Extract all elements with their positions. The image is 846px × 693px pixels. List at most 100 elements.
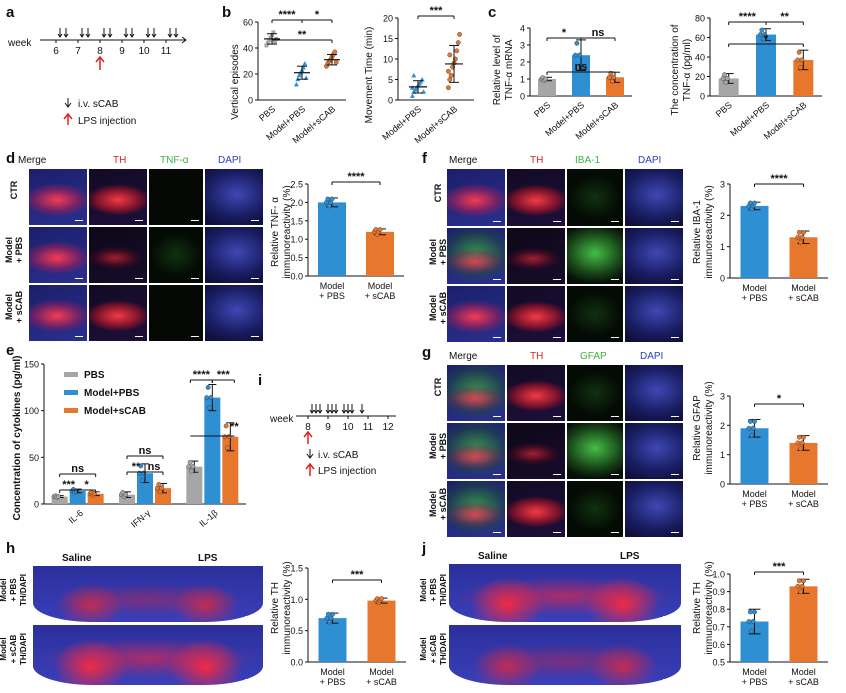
timeline-i-week: 10 — [342, 422, 354, 433]
c-right-ytick-label: 0 — [700, 92, 705, 102]
c-left-ylabel-line1: Relative level of — [492, 34, 503, 105]
g-1-point — [796, 434, 802, 440]
c-right-3-sig-label: * — [764, 33, 769, 45]
b-right-1-point — [455, 40, 461, 45]
g-ytick-label: 1 — [720, 450, 725, 460]
g-xlabel-1: + PBS — [742, 499, 768, 509]
c-right-2-sig-label: ** — [780, 11, 789, 23]
j-xlabel-0: Model — [742, 667, 767, 677]
e-ytick-label: 0 — [34, 500, 39, 510]
f-ytick-label: 0 — [720, 274, 725, 284]
b-left-ytick-label: 0 — [248, 96, 253, 106]
f-img-pbs-th — [506, 227, 566, 285]
f-0-point — [752, 200, 757, 206]
g-ylabel-line1: Relative GFAP — [692, 395, 703, 461]
d-row-model-scab: Model + sCAB — [4, 290, 24, 324]
f-img-scab-iba — [566, 285, 624, 343]
d-sig-label: **** — [347, 171, 365, 183]
d-ylabel-line1: Relative TNF- α — [270, 197, 281, 267]
h-0-point — [330, 611, 335, 617]
g-img-ctr-merge — [446, 364, 506, 422]
b-right-1-point — [448, 73, 454, 78]
e-ifn-c-sig-label: ns — [139, 445, 152, 457]
j-ytick-label: 0.7 — [712, 622, 725, 632]
d-img-pbs-th — [88, 226, 148, 284]
h-ylabel-line1: Relative TH — [270, 582, 281, 634]
e-ytick-label: 100 — [24, 406, 39, 416]
j-0-point — [749, 628, 755, 634]
j-row-model-scab: Model + sCAB TH/DAPI — [419, 633, 448, 665]
g-img-scab-dapi — [624, 480, 684, 538]
timeline-a-legend-lps: LPS injection — [78, 116, 136, 127]
j-ytick-label: 0.6 — [712, 640, 725, 650]
b-left-2-sig-label: ** — [298, 29, 307, 41]
d-img-scab-th — [88, 284, 148, 342]
e-1-2-point — [156, 482, 162, 487]
b-left-1-point — [302, 61, 308, 66]
b-left-0-point — [271, 30, 276, 35]
g-head-gfap: GFAP — [580, 351, 607, 362]
f-head-iba: IBA-1 — [575, 155, 601, 166]
j-col-lps: LPS — [620, 551, 640, 562]
g-1-point — [799, 440, 805, 446]
panel-letter-i: i — [258, 372, 263, 389]
c-left-bar — [572, 55, 590, 96]
b-left-1-point — [293, 81, 299, 87]
f-1-point — [796, 229, 802, 235]
f-bar — [740, 205, 769, 278]
c-right-ytick-label: 40 — [695, 53, 705, 63]
f-row-ctr: CTR — [433, 183, 443, 203]
d-img-ctr-dapi — [204, 168, 264, 226]
timeline-a-week: 10 — [138, 46, 150, 57]
f-ytick-label: 2 — [720, 211, 725, 221]
d-img-ctr-tnf — [148, 168, 204, 226]
g-row-model-scab: Model + sCAB — [428, 487, 448, 521]
timeline-i-dose-arrowhead — [359, 409, 365, 414]
c-left-1-point — [573, 52, 578, 58]
b-right-ytick-label: 20 — [383, 14, 393, 24]
h-xlabel-1: + PBS — [320, 677, 346, 687]
timeline-a-week: 7 — [75, 46, 81, 57]
d-xlabel-1: + sCAB — [365, 291, 396, 301]
h-row-model-pbs: Model + PBS TH/DAPI — [0, 574, 28, 606]
f-img-ctr-merge — [446, 168, 506, 227]
timeline-a-dose-arrowhead — [57, 33, 63, 38]
h-ytick-label: 1.5 — [290, 564, 303, 574]
g-0-point — [752, 419, 757, 424]
g-img-scab-th — [506, 480, 566, 538]
timeline-i-legend-scab-icon — [306, 449, 314, 459]
j-0-point — [752, 609, 757, 615]
f-img-pbs-dapi — [624, 227, 684, 285]
panel-letter-e: e — [6, 342, 15, 359]
c-left-2-sig-label: ns — [575, 61, 588, 73]
g-1-point — [801, 434, 806, 440]
f-ylabel-line1: Relative IBA-1 — [692, 200, 703, 264]
d-img-pbs-tnf — [148, 226, 204, 284]
timeline-i-dose-arrowhead — [349, 409, 355, 414]
panel-letter-d: d — [6, 150, 16, 167]
b-left-ylabel: Vertical episodes — [230, 44, 241, 120]
h-xlabel-1: + sCAB — [366, 677, 397, 687]
h-0-point — [325, 611, 331, 617]
j-1-point — [799, 583, 805, 589]
timeline-a-dose-arrowhead — [101, 33, 107, 38]
timeline-a-week: 8 — [97, 46, 103, 57]
e-legend-swatch — [64, 408, 78, 413]
d-xlabel-1: + PBS — [319, 291, 345, 301]
e-il6-c-sig-label: ns — [71, 463, 84, 475]
timeline-a-dose-arrowhead — [173, 33, 179, 38]
f-img-ctr-th — [506, 168, 566, 227]
j-xlabel-1: + sCAB — [788, 677, 819, 687]
e-2-1-point — [207, 405, 212, 411]
e-2-0-point — [186, 464, 192, 470]
d-bar — [318, 202, 346, 276]
h-0-point — [327, 619, 333, 625]
c-right-bar — [756, 34, 776, 96]
e-ifn-a-sig-label: ** — [132, 461, 141, 473]
e-1-1-point — [138, 463, 144, 469]
d-ytick-label: 2.0 — [290, 198, 303, 208]
